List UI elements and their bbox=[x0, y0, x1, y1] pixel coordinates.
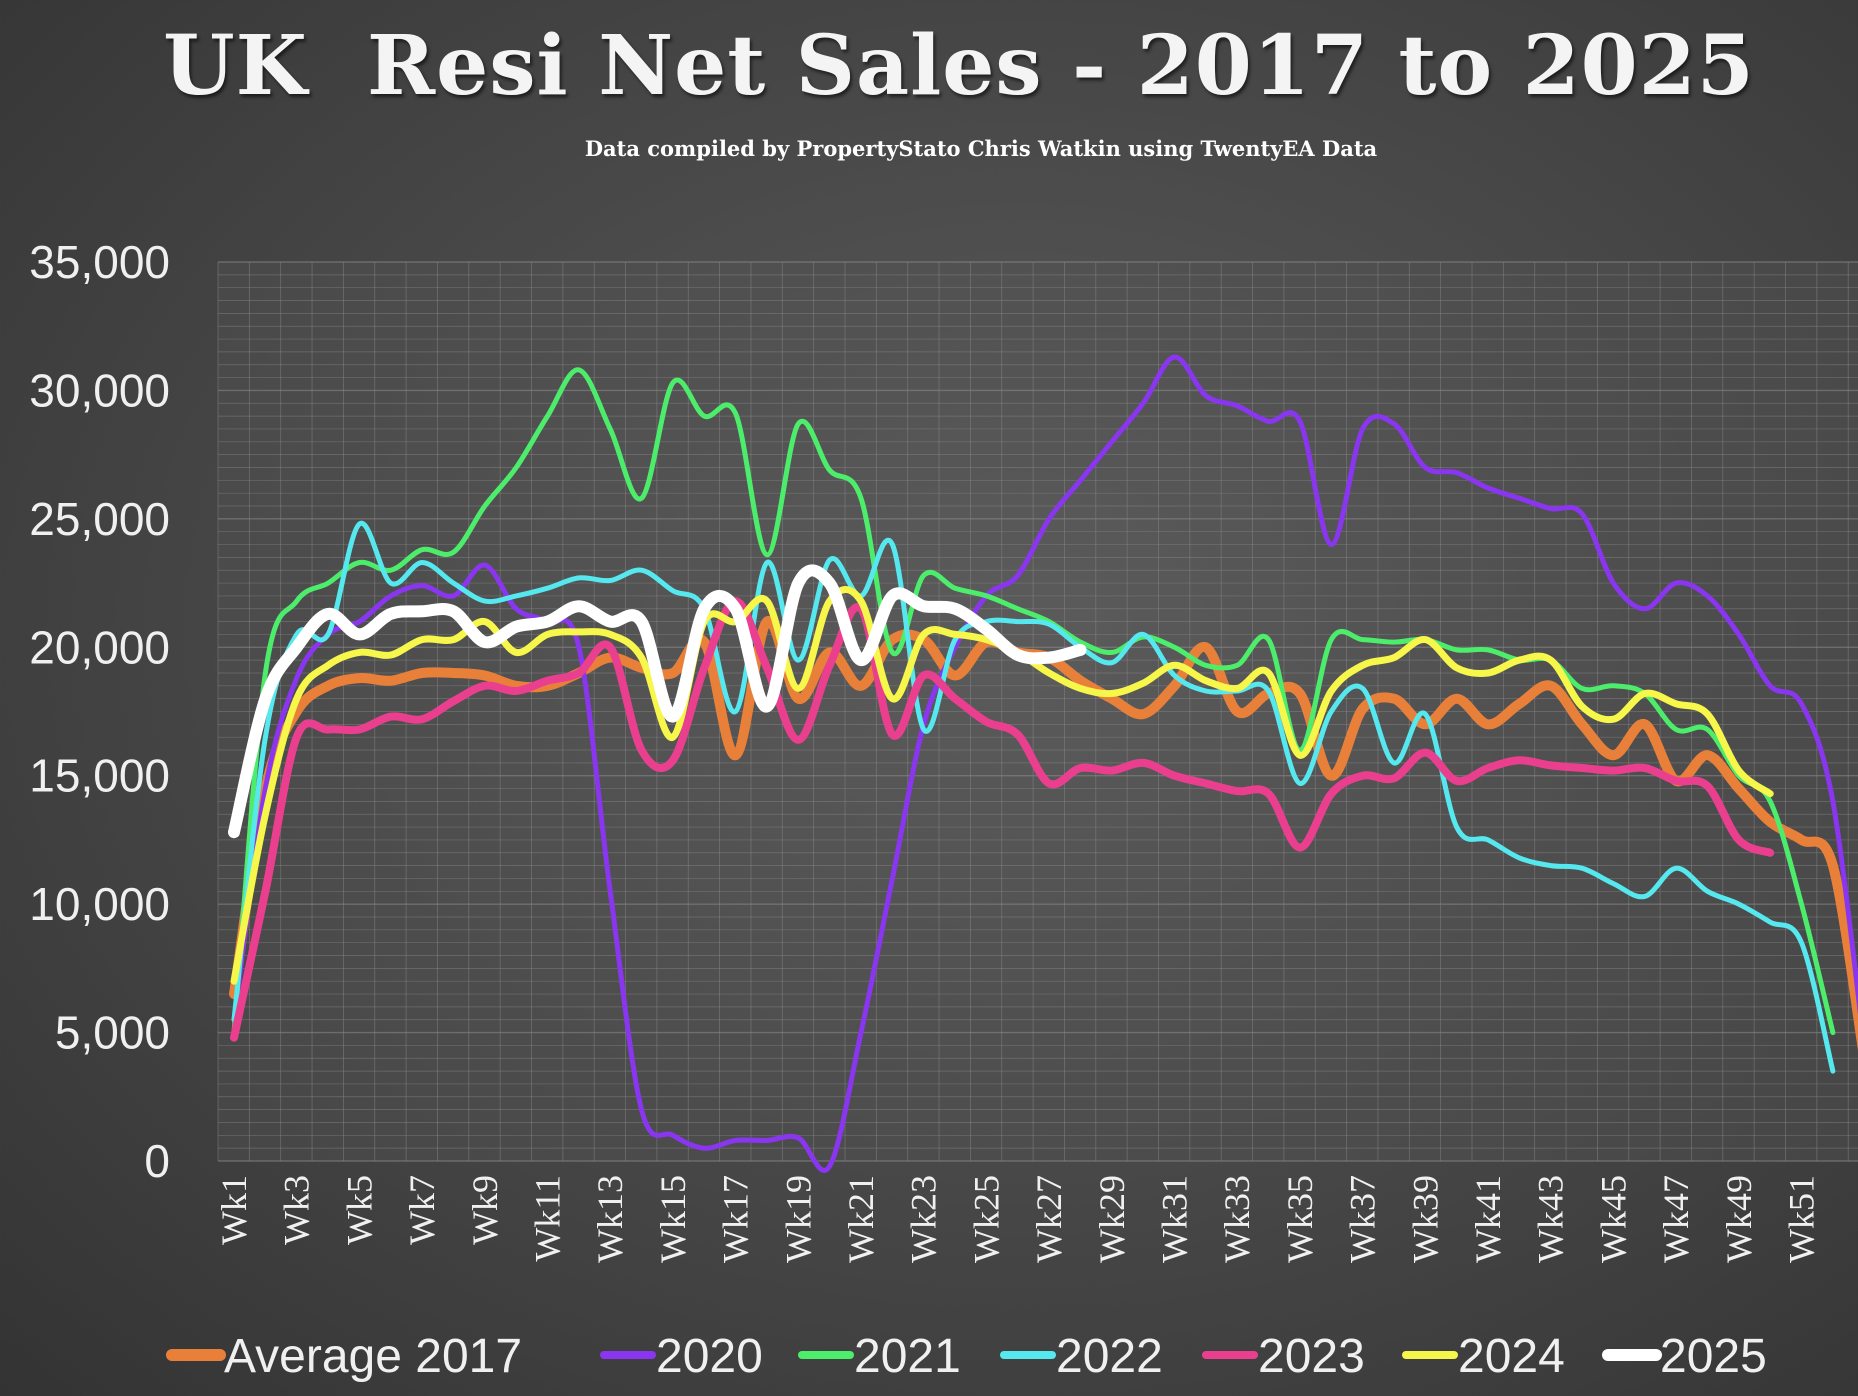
series-line-2022 bbox=[231, 520, 1836, 1074]
legend-label-2022: 2022 bbox=[1056, 1330, 1163, 1383]
x-tick-label: Wk33 bbox=[1217, 1175, 1257, 1263]
x-tick-label: Wk29 bbox=[1092, 1175, 1132, 1263]
chart-title: UK Resi Net Sales - 2017 to 2025 bbox=[163, 18, 1755, 114]
x-tick-label: Wk31 bbox=[1155, 1175, 1195, 1263]
legend-label-2025: 2025 bbox=[1660, 1330, 1767, 1383]
x-tick-label: Wk13 bbox=[590, 1175, 630, 1263]
x-tick-label: Wk43 bbox=[1531, 1175, 1571, 1263]
series-line-2024 bbox=[230, 586, 1774, 985]
x-tick-label: Wk49 bbox=[1719, 1175, 1759, 1263]
legend-label-2020: 2020 bbox=[656, 1330, 763, 1383]
x-tick-label: Wk1 bbox=[214, 1175, 254, 1245]
x-tick-label: Wk7 bbox=[402, 1175, 442, 1245]
x-tick-label: Wk37 bbox=[1343, 1175, 1383, 1263]
x-tick-label: Wk3 bbox=[277, 1175, 317, 1245]
legend-label-2021: 2021 bbox=[854, 1330, 961, 1383]
x-tick-label: Wk15 bbox=[653, 1175, 693, 1263]
x-tick-label: Wk23 bbox=[904, 1175, 944, 1263]
x-tick-label: Wk45 bbox=[1593, 1175, 1633, 1263]
x-tick-label: Wk11 bbox=[528, 1175, 568, 1262]
x-tick-label: Wk21 bbox=[841, 1175, 881, 1263]
x-tick-label: Wk39 bbox=[1405, 1175, 1445, 1263]
x-tick-label: Wk35 bbox=[1280, 1175, 1320, 1263]
y-tick-label: 5,000 bbox=[55, 1007, 170, 1059]
y-tick-label: 30,000 bbox=[29, 364, 170, 416]
legend-label-average-2017: Average 2017 bbox=[224, 1330, 522, 1383]
x-tick-label: Wk17 bbox=[716, 1175, 756, 1263]
y-tick-label: 15,000 bbox=[29, 750, 170, 802]
y-tick-label: 35,000 bbox=[29, 236, 170, 288]
legend-label-2024: 2024 bbox=[1458, 1330, 1565, 1383]
x-axis: Wk1 Wk3 Wk5 Wk7 Wk9 Wk11 Wk13 Wk15 Wk17 Wk19 Wk21 W… bbox=[214, 1175, 1822, 1263]
x-tick-label: Wk5 bbox=[339, 1175, 379, 1245]
x-tick-label: Wk9 bbox=[465, 1175, 505, 1245]
x-tick-label: Wk47 bbox=[1656, 1175, 1696, 1263]
legend: Average 2017 2020 2021 2022 2023 2024 2025 bbox=[166, 1330, 1767, 1383]
y-axis: 0 5,000 10,000 15,000 20,000 25,000 30,000 35,0… bbox=[29, 236, 170, 1187]
y-tick-label: 25,000 bbox=[29, 493, 170, 545]
series-line-2025 bbox=[228, 564, 1087, 839]
legend-label-2023: 2023 bbox=[1258, 1330, 1365, 1383]
chart-subtitle: Data compiled by PropertyStato Chris Wat… bbox=[584, 136, 1378, 161]
y-tick-label: 10,000 bbox=[29, 878, 170, 930]
y-tick-label: 20,000 bbox=[29, 621, 170, 673]
x-tick-label: Wk51 bbox=[1782, 1175, 1822, 1263]
series-lines bbox=[228, 354, 1858, 1173]
y-tick-label: 0 bbox=[144, 1135, 170, 1187]
series-line-2023 bbox=[230, 597, 1775, 1042]
x-tick-label: Wk19 bbox=[778, 1175, 818, 1263]
x-tick-label: Wk27 bbox=[1029, 1175, 1069, 1263]
x-tick-label: Wk25 bbox=[966, 1175, 1006, 1263]
x-tick-label: Wk41 bbox=[1468, 1175, 1508, 1263]
